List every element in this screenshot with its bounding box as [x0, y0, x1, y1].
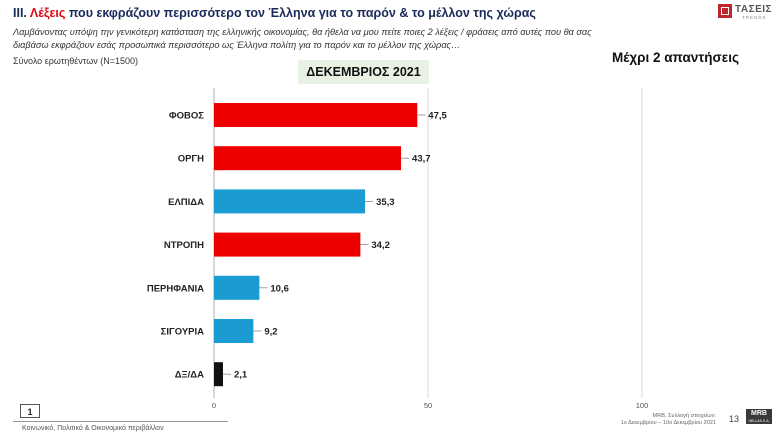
x-tick-label: 100: [636, 401, 649, 410]
category-label: ΣΙΓΟΥΡΙΑ: [161, 327, 204, 338]
bar: [214, 362, 223, 387]
taseis-logo: ΤΑΣΕΙΣ TRENDS: [718, 4, 774, 20]
sample-size: Σύνολο ερωτηθέντων (N=1500): [13, 56, 139, 66]
source-note: MRB, Συλλογή στοιχείων: 1ο Δεκεμβρίου – 1…: [620, 413, 716, 427]
data-label: 47,5: [428, 111, 447, 122]
title-prefix: ΙΙΙ.: [13, 6, 30, 20]
logo-sub: TRENDS: [742, 15, 767, 20]
data-label: 35,3: [376, 197, 395, 208]
page-title: ΙΙΙ. Λέξεις που εκφράζουν περισσότερο το…: [13, 6, 536, 20]
category-label: ΠΕΡΗΦΑΝΙΑ: [147, 283, 204, 294]
bar: [214, 189, 366, 214]
section-footer: Κοινωνικό, Πολιτικό & Οικονομικό περιβάλ…: [22, 425, 164, 432]
answers-note: Μέχρι 2 απαντήσεις: [612, 50, 739, 65]
bar: [214, 103, 418, 127]
source-line-2: 1ο Δεκεμβρίου – 10ο Δεκεμβρίου 2021: [620, 420, 716, 426]
page-number: 13: [729, 414, 740, 424]
category-label: ΝΤΡΟΠΗ: [164, 240, 204, 251]
data-label: 10,6: [270, 283, 289, 294]
bar: [214, 319, 254, 343]
data-label: 9,2: [264, 327, 277, 338]
x-tick-label: 0: [212, 401, 216, 410]
section-number-box: 1: [20, 404, 40, 418]
title-highlight: Λέξεις: [29, 6, 66, 20]
bar: [214, 232, 361, 257]
mrb-logo-sub: HELLAS S.A.: [748, 419, 770, 423]
title-rest: που εκφράζουν περισσότερο τον Έλληνα για…: [65, 6, 536, 20]
data-label: 43,7: [412, 154, 431, 165]
logo-mark-icon: [718, 4, 732, 18]
data-label: 34,2: [371, 240, 390, 251]
mrb-logo: MRB HELLAS S.A.: [746, 409, 772, 424]
footer-divider: [13, 421, 228, 422]
x-tick-label: 50: [424, 401, 432, 410]
question-text: Λαμβάνοντας υπόψη την γενικότερη κατάστα…: [13, 27, 592, 50]
data-label: 2,1: [234, 370, 248, 381]
category-label: ΕΛΠΙΔΑ: [168, 197, 204, 208]
logo-name: ΤΑΣΕΙΣ: [735, 4, 773, 15]
mrb-logo-text: MRB: [751, 410, 767, 417]
bar: [214, 146, 402, 171]
bar: [214, 275, 260, 300]
category-label: ΔΞ/ΔΑ: [175, 370, 204, 381]
category-label: ΦΟΒΟΣ: [169, 111, 204, 122]
source-line-1: MRB, Συλλογή στοιχείων:: [652, 413, 716, 419]
period-label: ΔΕΚΕΜΒΡΙΟΣ 2021: [298, 60, 429, 84]
category-label: ΟΡΓΗ: [178, 154, 204, 165]
